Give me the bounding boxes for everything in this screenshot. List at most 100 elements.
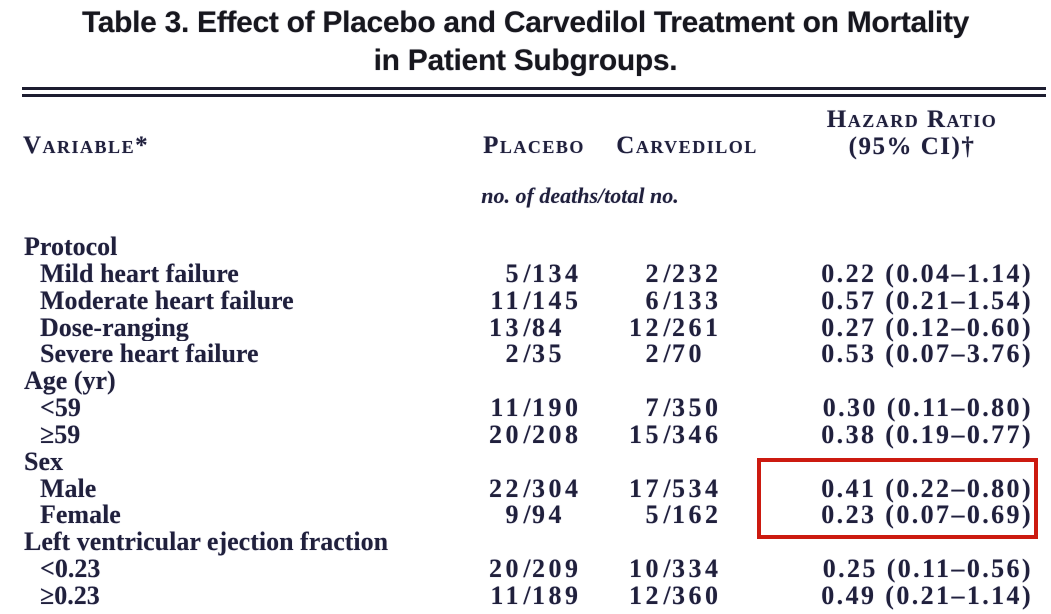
row-label: Severe heart failure <box>40 341 259 369</box>
carvedilol-deaths: 15 <box>629 419 662 449</box>
fraction-slash: / <box>663 580 671 610</box>
carvedilol-deaths: 12 <box>629 580 662 610</box>
carvedilol-total: 534 <box>672 473 722 503</box>
highlight-box <box>757 458 1038 539</box>
hazard-header-line2: (95% CI)† <box>848 133 976 160</box>
row-label: Left ventricular ejection fraction <box>24 529 389 557</box>
column-header-carvedilol: Carvedilol <box>616 132 758 159</box>
carvedilol-deaths: 17 <box>629 473 662 503</box>
placebo-total: 304 <box>532 473 582 503</box>
carvedilol-total: 334 <box>672 554 722 584</box>
column-header-variable: Variable* <box>23 132 150 159</box>
placebo-deaths: 11 <box>490 285 522 315</box>
hazard-ratio-cell: 0.57 (0.21–1.54) <box>821 285 1033 315</box>
fraction-slash: / <box>663 554 671 584</box>
hazard-ratio-cell: 0.25 (0.11–0.56) <box>822 554 1033 584</box>
column-header-hazard-ratio: Hazard Ratio (95% CI)† <box>792 106 1032 160</box>
table-row-severe-heart-failure: Severe heart failure 2 / 35 2 / 70 0.53 … <box>0 341 1051 368</box>
fraction-slash: / <box>523 285 531 315</box>
placebo-deaths: 20 <box>489 554 522 584</box>
carvedilol-total: 70 <box>672 339 705 369</box>
table-row-dose-ranging: Dose-ranging 13 / 84 12 / 261 0.27 (0.12… <box>0 312 1051 342</box>
fraction-slash: / <box>663 500 671 530</box>
table-row-group-protocol: Protocol <box>0 234 1051 261</box>
fraction-slash: / <box>663 258 671 288</box>
carvedilol-total: 133 <box>672 285 722 315</box>
fraction-slash: / <box>523 258 531 288</box>
placebo-total: 35 <box>532 339 565 369</box>
table-row-group-sex: Sex <box>0 449 1051 476</box>
row-label: <0.23 <box>40 556 101 583</box>
fraction-slash: / <box>523 339 531 369</box>
placebo-total: 190 <box>532 393 582 423</box>
placebo-deaths: 9 <box>505 500 522 530</box>
table-title-line1: Table 3. Effect of Placebo and Carvedilo… <box>81 6 970 39</box>
carvedilol-total: 360 <box>672 580 722 610</box>
fraction-slash: / <box>663 285 671 315</box>
carvedilol-deaths: 12 <box>629 312 662 342</box>
fraction-slash: / <box>523 500 531 530</box>
row-label: Male <box>40 475 97 503</box>
carvedilol-deaths: 7 <box>645 393 662 423</box>
table-row-lvef-lt-023: <0.23 20 / 209 10 / 334 0.25 (0.11–0.56) <box>0 554 1051 584</box>
table-row-mild-heart-failure: Mild heart failure 5 / 134 2 / 232 0.22 … <box>0 258 1051 288</box>
fraction-slash: / <box>523 580 531 610</box>
fraction-slash: / <box>663 473 671 503</box>
carvedilol-deaths: 6 <box>645 285 662 315</box>
hazard-ratio-cell: 0.49 (0.21–1.14) <box>821 580 1033 610</box>
placebo-total: 209 <box>532 554 582 584</box>
row-label: Age (yr) <box>24 368 116 396</box>
carvedilol-total: 162 <box>672 500 722 530</box>
carvedilol-total: 232 <box>672 258 722 288</box>
carvedilol-deaths: 10 <box>629 554 662 584</box>
carvedilol-total: 350 <box>672 393 722 423</box>
table-title-line2: in Patient Subgroups. <box>373 44 678 77</box>
placebo-total: 84 <box>532 312 565 342</box>
carvedilol-total: 346 <box>672 419 722 449</box>
row-label: Female <box>40 502 121 530</box>
fraction-slash: / <box>523 393 531 423</box>
placebo-deaths: 20 <box>489 419 522 449</box>
table-body: Protocol Mild heart failure 5 / 134 2 / … <box>0 234 1051 610</box>
row-label: Mild heart failure <box>40 260 239 288</box>
table-row-moderate-heart-failure: Moderate heart failure 11 / 145 6 / 133 … <box>0 285 1051 315</box>
row-label: Sex <box>24 448 63 476</box>
table-row-male: Male 22 / 304 17 / 534 0.41 (0.22–0.80) <box>0 473 1051 503</box>
fraction-slash: / <box>523 554 531 584</box>
row-label: ≥0.23 <box>40 582 100 610</box>
fraction-slash: / <box>523 312 531 342</box>
hazard-ratio-cell: 0.30 (0.11–0.80) <box>822 393 1033 423</box>
carvedilol-deaths: 2 <box>645 339 662 369</box>
placebo-total: 145 <box>532 285 582 315</box>
placebo-total: 208 <box>532 419 582 449</box>
carvedilol-total: 261 <box>672 312 722 342</box>
fraction-slash: / <box>523 473 531 503</box>
fraction-slash: / <box>663 339 671 369</box>
fraction-slash: / <box>523 419 531 449</box>
hazard-ratio-cell: 0.23 (0.07–0.69) <box>821 500 1033 530</box>
double-rule-divider <box>22 87 1046 97</box>
hazard-ratio-cell: 0.22 (0.04–1.14) <box>821 258 1033 288</box>
hazard-ratio-cell: 0.38 (0.19–0.77) <box>821 419 1033 449</box>
placebo-deaths: 5 <box>505 258 522 288</box>
row-label: ≥59 <box>40 421 81 449</box>
table-row-female: Female 9 / 94 5 / 162 0.23 (0.07–0.69) <box>0 502 1051 529</box>
placebo-total: 189 <box>532 580 582 610</box>
hazard-ratio-cell: 0.41 (0.22–0.80) <box>821 473 1033 503</box>
placebo-deaths: 11 <box>490 580 522 610</box>
placebo-deaths: 22 <box>489 473 522 503</box>
placebo-total: 134 <box>532 258 582 288</box>
fraction-slash: / <box>663 393 671 423</box>
carvedilol-deaths: 5 <box>645 500 662 530</box>
row-label: Moderate heart failure <box>40 287 294 315</box>
table-row-group-lvef: Left ventricular ejection fraction <box>0 529 1051 556</box>
carvedilol-deaths: 2 <box>645 258 662 288</box>
hazard-ratio-cell: 0.27 (0.12–0.60) <box>821 312 1033 342</box>
fraction-slash: / <box>663 312 671 342</box>
placebo-deaths: 2 <box>505 339 522 369</box>
table-row-age-ge-59: ≥59 20 / 208 15 / 346 0.38 (0.19–0.77) <box>0 419 1051 449</box>
placebo-deaths: 13 <box>489 312 522 342</box>
row-label: Dose-ranging <box>40 314 189 342</box>
row-label: <59 <box>40 395 81 422</box>
